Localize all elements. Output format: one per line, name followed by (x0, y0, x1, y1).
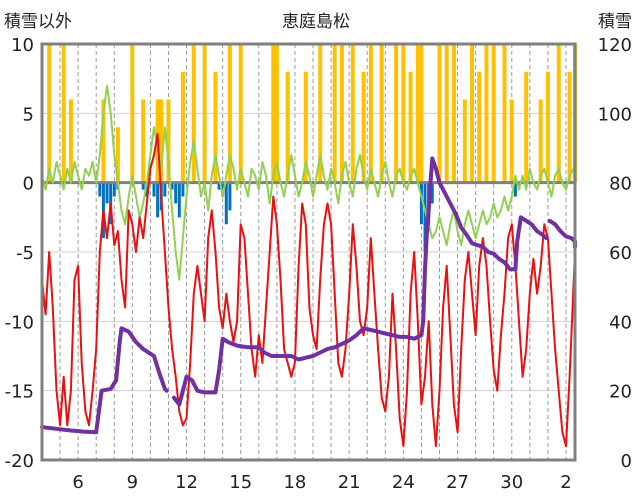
y-tick-label-left: -15 (5, 382, 34, 403)
snow-depth-line (547, 218, 577, 249)
snow-depth-line (171, 156, 549, 407)
y-tick-label-left: -5 (16, 243, 34, 264)
y-tick-label-right: 80 (609, 174, 632, 195)
precip-series (47, 44, 577, 183)
plot-frame (40, 42, 577, 462)
y-tick-label-left: 5 (23, 104, 34, 125)
snow-depth-line (40, 326, 169, 435)
x-axis-ticks: 6 9 12 15 18 21 24 27 30 2 (72, 472, 571, 493)
y-axis-right-ticks: 120 100 80 60 40 20 0 (598, 35, 632, 472)
temperature-line (41, 133, 576, 448)
y-tick-label-left: 10 (11, 35, 34, 56)
y-tick-label-right: 100 (598, 104, 632, 125)
x-tick-label: 6 (72, 472, 83, 493)
y-axis-title-left: 積雪以外 (4, 12, 72, 32)
x-tick-label: 18 (283, 472, 306, 493)
x-tick-label: 24 (392, 472, 415, 493)
y-tick-label-right: 0 (621, 451, 632, 472)
y-tick-label-right: 40 (609, 312, 632, 333)
wind-line (41, 84, 576, 281)
y-tick-label-left: 0 (23, 174, 34, 195)
chart-title: 恵庭島松 (282, 12, 350, 32)
y-axis-title-right: 積雪 (598, 12, 632, 32)
x-tick-label: 12 (175, 472, 198, 493)
y-tick-label-left: -20 (5, 451, 34, 472)
x-tick-label: 21 (338, 472, 361, 493)
x-tick-label: 2 (560, 472, 571, 493)
x-tick-label: 27 (446, 472, 469, 493)
x-tick-label: 15 (229, 472, 252, 493)
y-tick-label-right: 60 (609, 243, 632, 264)
plot-border (40, 42, 577, 462)
y-tick-label-left: -10 (5, 312, 34, 333)
x-tick-label: 9 (127, 472, 138, 493)
y-tick-label-right: 20 (609, 382, 632, 403)
x-tick-label: 30 (500, 472, 523, 493)
y-axis-left-ticks: 10 5 0 -5 -10 -15 -20 (5, 35, 34, 472)
y-tick-label-right: 120 (598, 35, 632, 56)
